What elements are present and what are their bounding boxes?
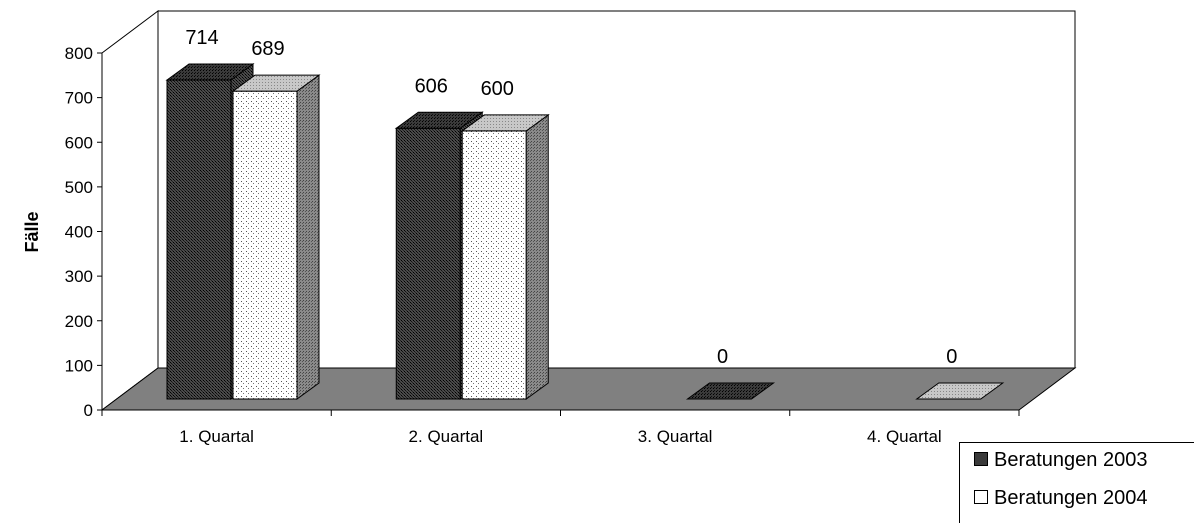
y-tick-label: 400 [65,223,93,242]
data-label: 0 [717,346,728,368]
data-label: 606 [415,75,448,97]
data-label: 714 [185,27,218,49]
legend-item-2003: Beratungen 2003 [974,449,1147,472]
y-tick-label: 200 [65,312,93,331]
legend-item-2004: Beratungen 2004 [974,487,1147,510]
bar-2004-q4 [915,382,1005,400]
x-category-label: 2. Quartal [409,427,484,446]
y-tick-label: 0 [84,401,93,420]
data-label: 689 [251,38,284,60]
y-axis: 0 100 200 300 400 500 600 700 800 [65,44,103,420]
bar-front [395,127,461,400]
y-axis-title: Fälle [22,211,42,252]
x-category-label: 4. Quartal [867,427,942,446]
bar-side [296,74,320,400]
x-category-label: 3. Quartal [638,427,713,446]
bar-2003-q3 [685,382,776,400]
legend-label-2003: Beratungen 2003 [994,449,1148,471]
y-tick-label: 800 [65,44,93,63]
data-label: 600 [481,78,514,100]
data-labels: 714 689 606 600 0 0 [185,27,957,368]
bars [165,63,1005,400]
y-tick-label: 500 [65,178,93,197]
y-tick-label: 300 [65,267,93,286]
legend-swatch-2003 [974,452,988,466]
x-axis: 1. Quartal 2. Quartal 3. Quartal 4. Quartal [101,409,1020,446]
bar-top [231,74,321,92]
y-tick-label: 100 [65,356,93,375]
legend-swatch-2004 [974,490,988,504]
bar-2004-q1 [231,74,321,400]
bar-top [685,382,776,400]
legend-label-2004: Beratungen 2004 [994,487,1148,509]
bar-top [165,63,255,81]
x-category-label: 1. Quartal [179,427,254,446]
bar-2004-q2 [460,113,550,400]
bar-front [461,130,527,400]
chart-walls [101,10,1076,411]
bar-top [394,111,484,129]
bar-front [232,90,298,400]
bar-top [460,114,550,132]
y-tick-label: 600 [65,133,93,152]
side-wall [101,10,159,411]
data-label: 0 [946,346,957,368]
bar-side [525,113,549,400]
y-tick-label: 700 [65,89,93,108]
legend: Beratungen 2003 Beratungen 2004 [959,442,1194,523]
bar-top [915,382,1005,400]
bar-front [166,79,232,400]
